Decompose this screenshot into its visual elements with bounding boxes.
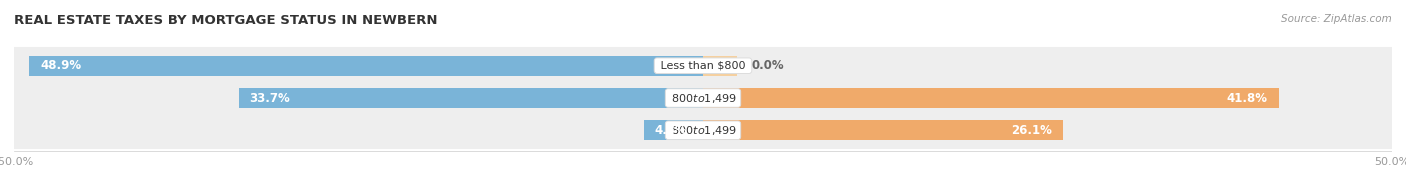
Text: $800 to $1,499: $800 to $1,499 (668, 92, 738, 104)
Text: 26.1%: 26.1% (1011, 124, 1052, 137)
Bar (703, 120, 1063, 140)
Bar (644, 120, 703, 140)
FancyBboxPatch shape (13, 47, 1393, 84)
Text: Less than $800: Less than $800 (657, 61, 749, 71)
Text: $800 to $1,499: $800 to $1,499 (668, 124, 738, 137)
Bar (703, 56, 738, 76)
Text: 33.7%: 33.7% (250, 92, 291, 104)
Text: REAL ESTATE TAXES BY MORTGAGE STATUS IN NEWBERN: REAL ESTATE TAXES BY MORTGAGE STATUS IN … (14, 14, 437, 27)
Text: 4.3%: 4.3% (655, 124, 688, 137)
FancyBboxPatch shape (13, 112, 1393, 149)
Text: 0.0%: 0.0% (751, 59, 785, 72)
Text: 41.8%: 41.8% (1227, 92, 1268, 104)
Bar (239, 88, 703, 108)
FancyBboxPatch shape (13, 79, 1393, 117)
Bar (703, 88, 1279, 108)
Bar (30, 56, 703, 76)
Text: 48.9%: 48.9% (41, 59, 82, 72)
Text: Source: ZipAtlas.com: Source: ZipAtlas.com (1281, 14, 1392, 24)
